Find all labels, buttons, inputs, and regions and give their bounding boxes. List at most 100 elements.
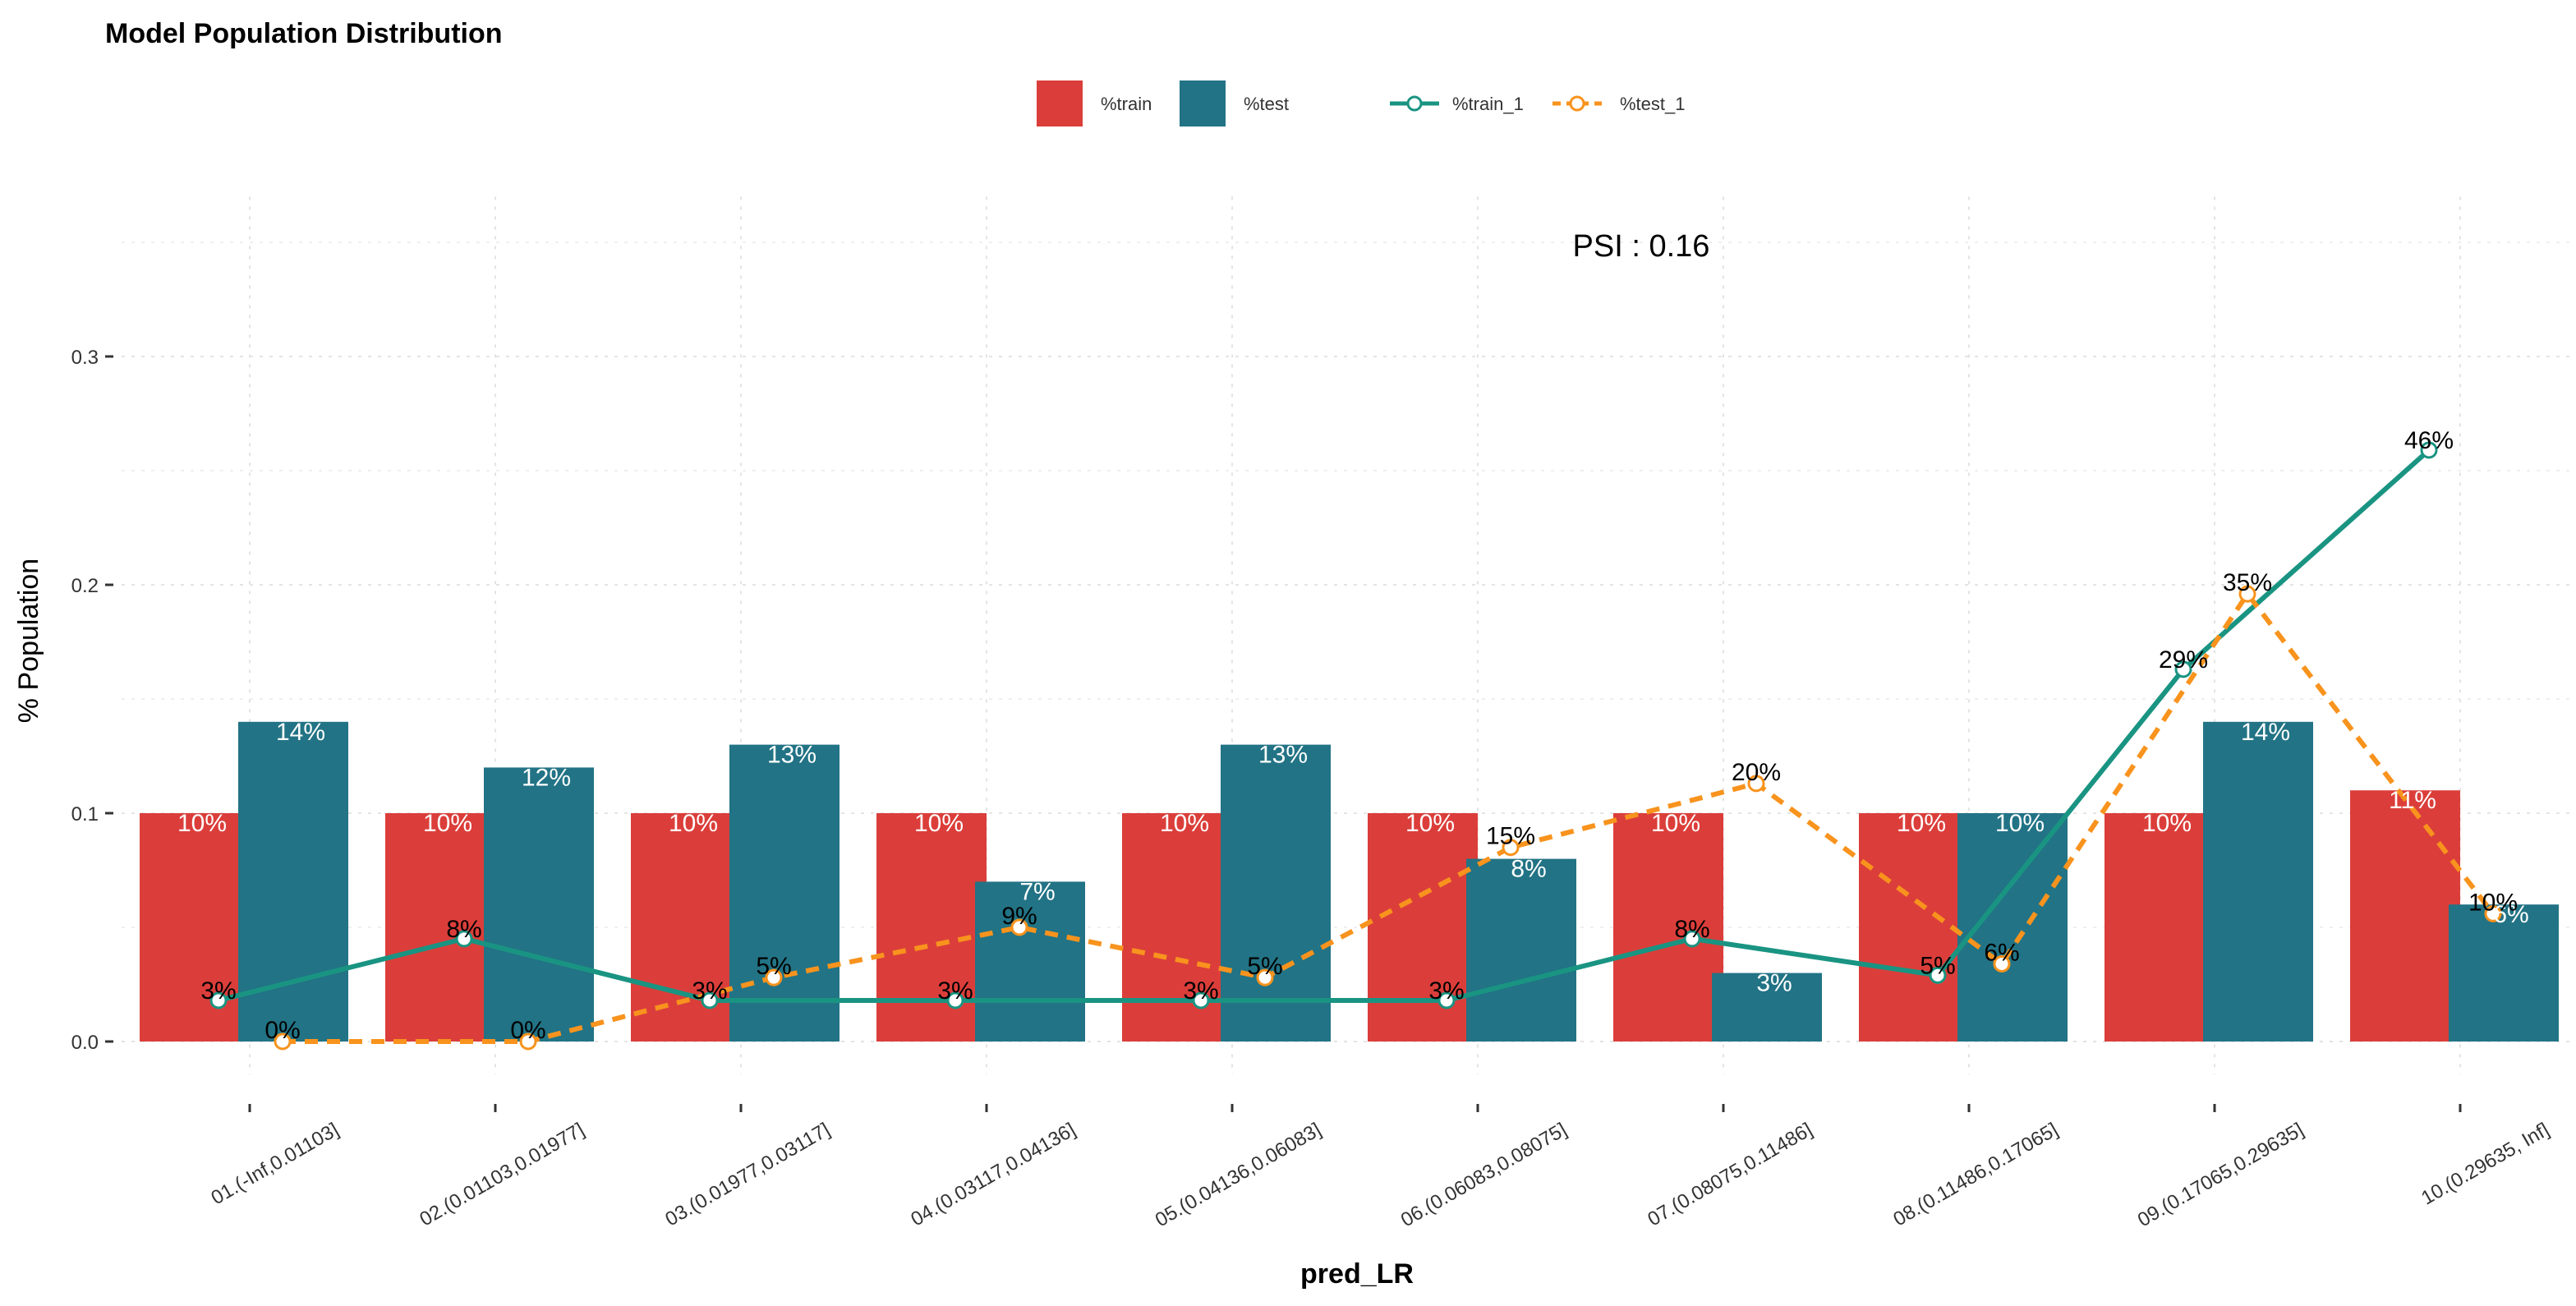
- bar-label-test: 7%: [1019, 878, 1055, 905]
- bar-label-train: 10%: [914, 810, 964, 837]
- bar-test: [1221, 744, 1331, 1042]
- bar-label-test: 14%: [2241, 719, 2290, 746]
- legend-label-train-line: %train_1: [1452, 94, 1524, 114]
- point-test: [274, 1032, 292, 1051]
- x-tick-label: 07.(0.08075,0.11486]: [1644, 1119, 1816, 1231]
- line-label-test: 0%: [510, 1017, 545, 1044]
- bars-layer: [140, 721, 2559, 1042]
- labels-layer: 10% 14% 10% 12% 10% 13% 10% 7% 10% 13% 10% 8% 10% 3% 1…: [177, 427, 2529, 1044]
- point-train: [1438, 991, 1456, 1009]
- point-train: [1683, 930, 1701, 948]
- point-test: [1993, 954, 2011, 973]
- x-tick-label: 05.(0.04136,0.06083]: [1152, 1119, 1325, 1231]
- psi-annotation: PSI : 0.16: [1573, 229, 1710, 264]
- bar-label-train: 10%: [1405, 810, 1455, 837]
- line-label-train: 46%: [2404, 427, 2454, 454]
- x-tick-label: 02.(0.01103,0.01977]: [416, 1119, 588, 1231]
- bar-test: [2203, 721, 2313, 1042]
- point-train: [946, 991, 964, 1009]
- line-label-train: 5%: [1920, 952, 1955, 979]
- bar-label-test: 13%: [767, 742, 816, 769]
- bar-label-train: 10%: [1897, 810, 1946, 837]
- bar-test: [484, 767, 594, 1042]
- bar-label-train: 11%: [2389, 787, 2436, 814]
- bar-train: [2104, 813, 2215, 1042]
- bar-label-test: 3%: [1756, 970, 1792, 997]
- legend-marker-train: [1406, 95, 1423, 112]
- bar-label-test: 10%: [1995, 810, 2045, 837]
- line-train: [218, 448, 2431, 1003]
- legend-swatch-test: [1180, 80, 1226, 126]
- bar-test: [975, 881, 1085, 1042]
- bar-label-train: 10%: [177, 810, 227, 837]
- legend-label-test-line: %test_1: [1620, 94, 1686, 114]
- point-test: [519, 1032, 537, 1051]
- line-test: [283, 591, 2496, 1044]
- point-train: [2174, 660, 2192, 678]
- line-label-test: 35%: [2223, 569, 2272, 596]
- point-train: [209, 991, 228, 1009]
- line-label-train: 3%: [692, 977, 727, 1005]
- x-tick-label: 08.(0.11486,0.17065]: [1889, 1119, 2062, 1231]
- bar-label-train: 10%: [1651, 810, 1700, 837]
- bar-label-train: 10%: [1160, 810, 1209, 837]
- x-axis-title: pred_LR: [1300, 1258, 1414, 1290]
- x-tick-label: 03.(0.01977,0.03117]: [661, 1119, 834, 1231]
- bar-train: [1613, 813, 1723, 1042]
- x-tick-label: 10.(0.29635, Inf]: [2417, 1119, 2553, 1210]
- bar-train: [631, 813, 741, 1042]
- line-label-test: 9%: [1001, 903, 1037, 930]
- point-train: [701, 991, 719, 1009]
- line-label-train: 3%: [1428, 977, 1464, 1005]
- bar-label-train: 10%: [423, 810, 472, 837]
- bar-train: [1122, 813, 1232, 1042]
- line-label-train: 3%: [200, 977, 236, 1005]
- y-axis-title: % Population: [13, 559, 44, 723]
- legend: %train %test %train_1 %test_1: [1037, 80, 1686, 126]
- point-train: [1192, 991, 1210, 1009]
- line-label-train: 8%: [446, 916, 481, 943]
- line-label-test: 6%: [1984, 939, 2019, 966]
- point-train: [455, 930, 473, 948]
- x-tick-label: 06.(0.06083,0.08075]: [1397, 1119, 1571, 1231]
- bar-label-test: 13%: [1258, 742, 1308, 769]
- point-test: [1502, 839, 1520, 857]
- bar-label-test: 14%: [276, 719, 325, 746]
- line-label-test: 20%: [1732, 759, 1781, 786]
- bar-train: [140, 813, 250, 1042]
- bar-test: [1712, 973, 1822, 1042]
- bar-test: [1466, 858, 1576, 1042]
- bar-label-train: 10%: [669, 810, 718, 837]
- line-label-test: 15%: [1486, 823, 1535, 850]
- bar-train: [1368, 813, 1478, 1042]
- point-test: [1747, 775, 1765, 793]
- lines-layer: [209, 441, 2502, 1051]
- line-label-train: 29%: [2159, 646, 2208, 674]
- x-tick-label: 09.(0.17065,0.29635]: [2134, 1119, 2307, 1231]
- bar-label-test: 12%: [522, 764, 571, 791]
- x-tick-label: 04.(0.03117,0.04136]: [907, 1119, 1079, 1231]
- line-label-train: 8%: [1674, 916, 1709, 943]
- point-train: [1929, 966, 1947, 984]
- bar-label-train: 10%: [2142, 810, 2192, 837]
- chart-title: Model Population Distribution: [105, 18, 503, 49]
- line-label-train: 3%: [1183, 977, 1218, 1005]
- y-tick-label: 0.1: [71, 803, 99, 825]
- line-label-test: 0%: [264, 1017, 300, 1044]
- bar-train: [876, 813, 987, 1042]
- line-label-test: 5%: [1247, 953, 1282, 980]
- point-test: [1256, 968, 1274, 986]
- legend-label-test: %test: [1244, 94, 1289, 114]
- bar-label-test: 6%: [2493, 901, 2528, 928]
- x-tick-label: 01.(-Inf,0.01103]: [208, 1119, 343, 1210]
- bar-test: [238, 721, 348, 1042]
- bar-train: [385, 813, 495, 1042]
- bar-test: [729, 744, 840, 1042]
- legend-label-train: %train: [1101, 94, 1152, 114]
- legend-swatch-train: [1037, 80, 1083, 126]
- point-test: [2484, 904, 2502, 922]
- point-test: [2238, 585, 2256, 603]
- y-tick-label: 0.3: [71, 347, 99, 369]
- y-tick-label: 0.2: [71, 575, 99, 597]
